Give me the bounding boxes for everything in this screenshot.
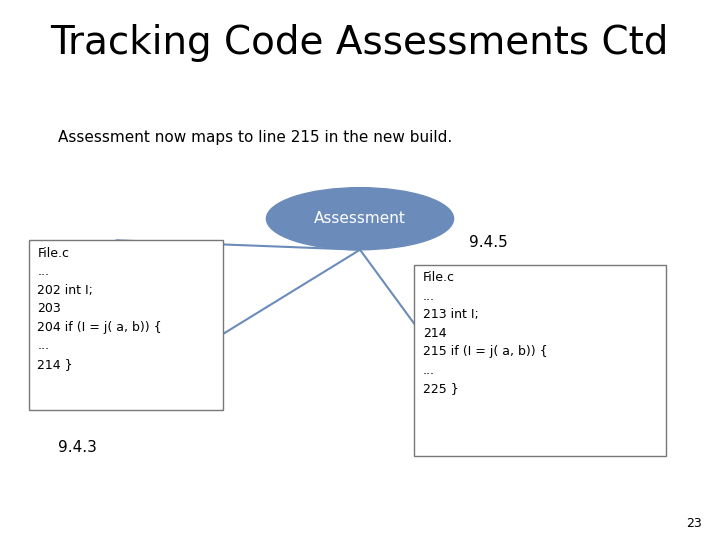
Ellipse shape xyxy=(266,187,454,249)
FancyBboxPatch shape xyxy=(414,265,666,456)
Text: File.c
...
202 int I;
203
204 if (I = j( a, b)) {
...
214 }: File.c ... 202 int I; 203 204 if (I = j(… xyxy=(37,247,162,371)
FancyBboxPatch shape xyxy=(29,240,223,410)
Text: Assessment now maps to line 215 in the new build.: Assessment now maps to line 215 in the n… xyxy=(58,130,452,145)
Text: File.c
...
213 int I;
214
215 if (I = j( a, b)) {
...
225 }: File.c ... 213 int I; 214 215 if (I = j(… xyxy=(423,271,547,395)
Text: 9.4.3: 9.4.3 xyxy=(58,440,96,455)
Text: Assessment: Assessment xyxy=(314,211,406,226)
Text: 23: 23 xyxy=(686,517,702,530)
Text: 9.4.5: 9.4.5 xyxy=(469,235,508,250)
Text: Tracking Code Assessments Ctd: Tracking Code Assessments Ctd xyxy=(50,24,669,62)
